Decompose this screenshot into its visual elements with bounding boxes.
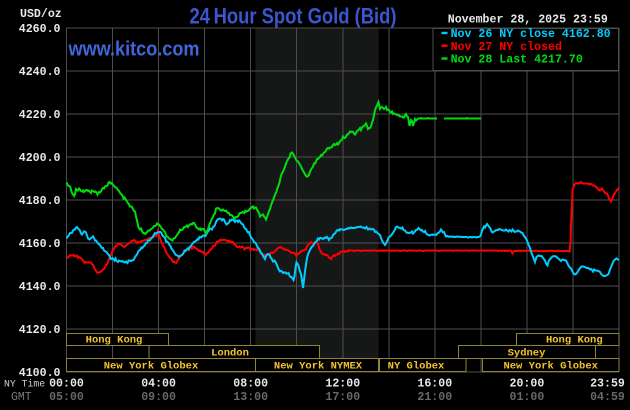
svg-text:04:59: 04:59 [590,391,625,404]
svg-text:New York Globex: New York Globex [104,360,199,372]
svg-text:13:00: 13:00 [233,391,268,404]
svg-text:www.kitco.com: www.kitco.com [68,39,200,61]
svg-text:November 28, 2025 23:59: November 28, 2025 23:59 [448,13,608,26]
svg-text:09:00: 09:00 [141,391,176,404]
svg-text:21:00: 21:00 [417,391,452,404]
svg-text:04:00: 04:00 [141,377,176,390]
svg-text:23:59: 23:59 [590,377,625,390]
svg-text:Nov 28 Last 4217.70: Nov 28 Last 4217.70 [451,54,583,67]
svg-text:Nov 26 NY close 4162.80: Nov 26 NY close 4162.80 [451,28,611,41]
svg-text:Nov 27 NY closed: Nov 27 NY closed [451,41,562,54]
svg-text:01:00: 01:00 [510,391,545,404]
svg-text:17:00: 17:00 [325,391,360,404]
svg-text:USD/oz: USD/oz [20,8,62,21]
svg-text:Hong Kong: Hong Kong [86,334,143,346]
svg-text:Sydney: Sydney [508,347,547,359]
svg-text:GMT: GMT [11,391,32,404]
svg-text:4220.0: 4220.0 [19,109,61,122]
svg-text:New York NYMEX: New York NYMEX [274,360,363,372]
svg-text:New York Globex: New York Globex [503,360,598,372]
svg-text:24 Hour Spot Gold (Bid): 24 Hour Spot Gold (Bid) [190,4,397,29]
svg-text:4200.0: 4200.0 [19,152,61,165]
svg-text:20:00: 20:00 [510,377,545,390]
svg-text:4100.0: 4100.0 [19,367,61,380]
svg-text:00:00: 00:00 [49,377,84,390]
svg-text:4180.0: 4180.0 [19,195,61,208]
svg-text:4140.0: 4140.0 [19,281,61,294]
svg-text:NY Time: NY Time [4,378,45,389]
svg-text:16:00: 16:00 [417,377,452,390]
svg-text:12:00: 12:00 [325,377,360,390]
svg-text:05:00: 05:00 [49,391,84,404]
svg-text:Hong Kong: Hong Kong [546,334,603,346]
svg-text:4160.0: 4160.0 [19,238,61,251]
svg-text:NY Globex: NY Globex [388,360,445,372]
svg-text:London: London [211,347,249,359]
svg-text:08:00: 08:00 [233,377,268,390]
svg-text:4260.0: 4260.0 [19,23,61,36]
svg-text:4240.0: 4240.0 [19,66,61,79]
svg-text:4120.0: 4120.0 [19,324,61,337]
